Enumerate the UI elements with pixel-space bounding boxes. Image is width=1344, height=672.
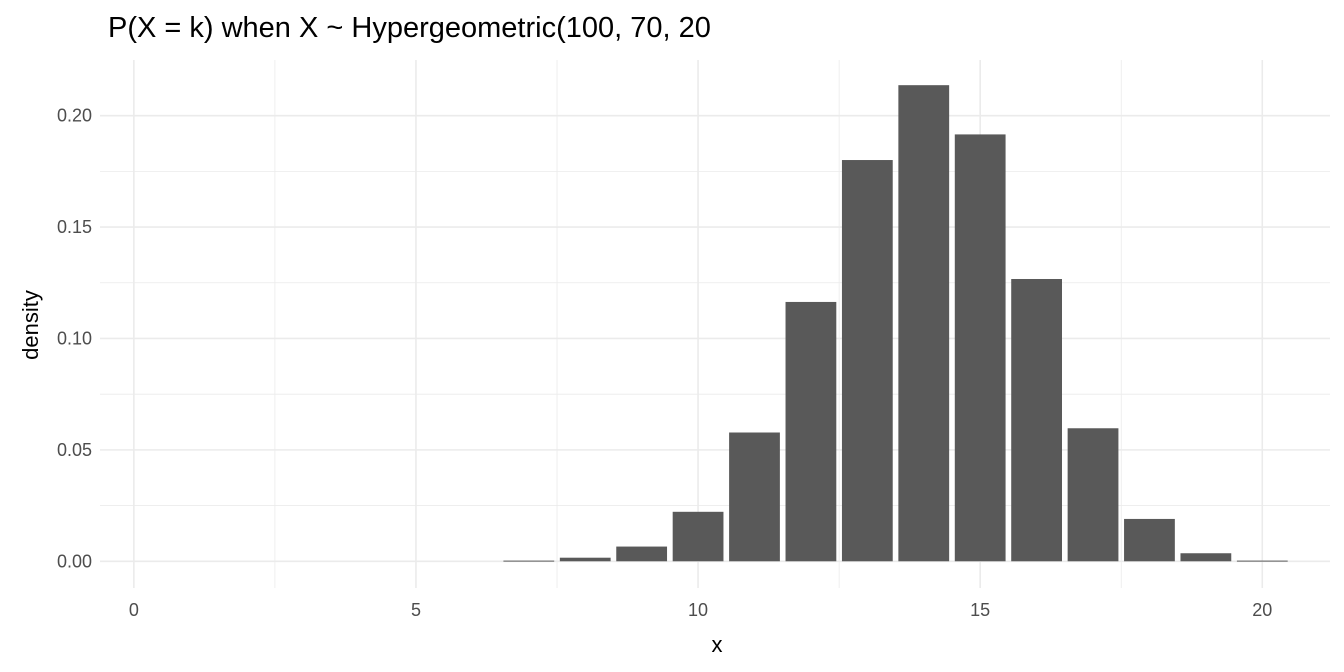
y-tick-label: 0.05: [57, 440, 92, 460]
bar-x-11: [729, 432, 780, 562]
y-tick-label: 0.20: [57, 106, 92, 126]
bar-x-9: [616, 546, 668, 562]
grid-major-lines: [100, 60, 1330, 588]
bar-x-17: [1067, 428, 1119, 562]
y-tick-label: 0.15: [57, 217, 92, 237]
y-tick-label: 0.10: [57, 328, 92, 348]
grid-minor-lines: [100, 60, 1330, 588]
bar-x-19: [1180, 553, 1232, 562]
bar-x-14: [898, 85, 950, 562]
bar-series: [503, 85, 1288, 562]
bar-x-18: [1124, 518, 1175, 562]
x-axis-title: x: [712, 632, 723, 657]
x-axis-ticks: 0 5 10 15 20: [129, 600, 1272, 620]
bar-x-12: [785, 301, 837, 562]
bar-x-16: [1011, 278, 1062, 562]
bar-x-13: [841, 160, 893, 562]
y-axis-ticks: 0.00 0.05 0.10 0.15 0.20: [57, 106, 92, 572]
bar-x-20: [1236, 560, 1288, 562]
chart-title: P(X = k) when X ~ Hypergeometric(100, 70…: [108, 12, 711, 44]
x-tick-label: 15: [970, 600, 990, 620]
x-tick-label: 10: [688, 600, 708, 620]
y-axis-title: density: [18, 290, 43, 360]
bar-x-8: [559, 557, 611, 562]
bar-x-15: [954, 134, 1006, 562]
bar-x-10: [672, 511, 724, 562]
y-tick-label: 0.00: [57, 551, 92, 571]
x-tick-label: 20: [1252, 600, 1272, 620]
x-tick-label: 0: [129, 600, 139, 620]
x-tick-label: 5: [411, 600, 421, 620]
bar-x-7: [503, 560, 555, 562]
